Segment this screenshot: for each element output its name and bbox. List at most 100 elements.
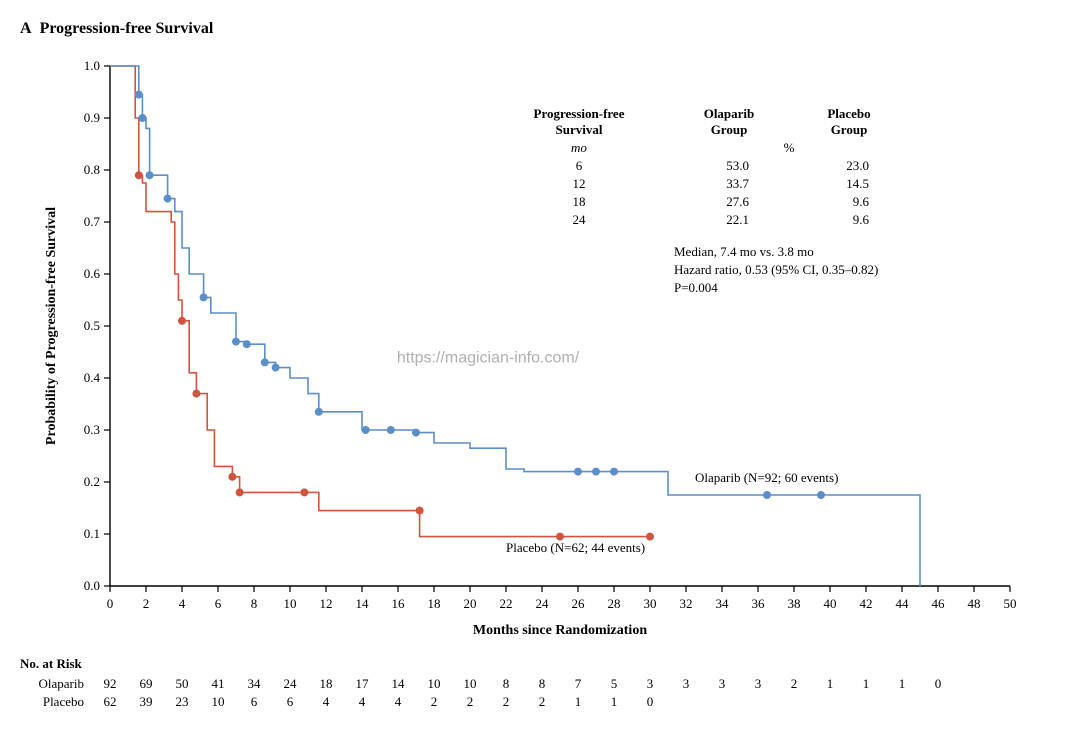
svg-text:6: 6 (251, 694, 258, 709)
panel-title-text: Progression-free Survival (40, 20, 214, 37)
placebo-censor-mark (646, 533, 654, 541)
olaparib-censor-mark (261, 358, 269, 366)
risk-svg: Olaparib92695041342418171410108875333321… (20, 674, 1060, 716)
placebo-censor-mark (300, 488, 308, 496)
svg-text:34: 34 (716, 596, 730, 611)
km-chart: 0.00.10.20.30.40.50.60.70.80.91.00246810… (20, 46, 1060, 646)
svg-text:6: 6 (287, 694, 294, 709)
panel-title: A Progression-free Survival (20, 20, 1060, 38)
olaparib-censor-mark (592, 468, 600, 476)
svg-text:22: 22 (500, 596, 513, 611)
svg-text:53.0: 53.0 (726, 158, 749, 173)
svg-text:8: 8 (503, 676, 510, 691)
olaparib-censor-mark (362, 426, 370, 434)
svg-text:12: 12 (320, 596, 333, 611)
svg-text:24: 24 (536, 596, 550, 611)
svg-text:10: 10 (212, 694, 225, 709)
placebo-censor-mark (135, 171, 143, 179)
svg-text:40: 40 (824, 596, 837, 611)
risk-table-title: No. at Risk (20, 656, 1060, 672)
svg-text:9.6: 9.6 (853, 194, 870, 209)
svg-text:12: 12 (573, 176, 586, 191)
olaparib-censor-mark (200, 293, 208, 301)
svg-text:0: 0 (935, 676, 942, 691)
svg-text:23: 23 (176, 694, 189, 709)
svg-text:28: 28 (608, 596, 621, 611)
olaparib-censor-mark (272, 364, 280, 372)
olaparib-censor-mark (574, 468, 582, 476)
svg-text:4: 4 (395, 694, 402, 709)
svg-text:1.0: 1.0 (84, 58, 100, 73)
svg-text:24: 24 (573, 212, 587, 227)
svg-text:8: 8 (539, 676, 546, 691)
svg-text:Hazard ratio, 0.53 (95% CI, 0.: Hazard ratio, 0.53 (95% CI, 0.35–0.82) (674, 262, 878, 277)
svg-text:%: % (784, 140, 795, 155)
svg-text:1: 1 (575, 694, 582, 709)
svg-text:10: 10 (428, 676, 441, 691)
placebo-censor-mark (228, 473, 236, 481)
svg-text:50: 50 (176, 676, 189, 691)
svg-text:2: 2 (143, 596, 150, 611)
svg-text:2: 2 (791, 676, 798, 691)
svg-text:16: 16 (392, 596, 406, 611)
svg-text:0.0: 0.0 (84, 578, 100, 593)
km-svg: 0.00.10.20.30.40.50.60.70.80.91.00246810… (20, 46, 1060, 646)
svg-text:8: 8 (251, 596, 258, 611)
svg-text:44: 44 (896, 596, 910, 611)
risk-table: No. at Risk Olaparib92695041342418171410… (20, 656, 1060, 716)
svg-text:20: 20 (464, 596, 477, 611)
svg-text:Median, 7.4 mo vs. 3.8 mo: Median, 7.4 mo vs. 3.8 mo (674, 244, 814, 259)
svg-text:17: 17 (356, 676, 370, 691)
svg-text:Placebo: Placebo (827, 106, 870, 121)
placebo-censor-mark (416, 507, 424, 515)
panel-letter: A (20, 20, 32, 37)
svg-text:33.7: 33.7 (726, 176, 749, 191)
svg-text:0.4: 0.4 (84, 370, 101, 385)
svg-text:0.6: 0.6 (84, 266, 101, 281)
svg-text:3: 3 (755, 676, 762, 691)
svg-text:2: 2 (467, 694, 474, 709)
svg-text:1: 1 (827, 676, 834, 691)
svg-text:9.6: 9.6 (853, 212, 870, 227)
svg-text:7: 7 (575, 676, 582, 691)
svg-text:Olaparib: Olaparib (39, 676, 84, 691)
svg-text:62: 62 (104, 694, 117, 709)
placebo-censor-mark (192, 390, 200, 398)
svg-text:32: 32 (680, 596, 693, 611)
svg-text:0.7: 0.7 (84, 214, 101, 229)
svg-text:P=0.004: P=0.004 (674, 280, 718, 295)
svg-text:Months since Randomization: Months since Randomization (473, 623, 647, 638)
placebo-censor-mark (236, 488, 244, 496)
svg-text:0.2: 0.2 (84, 474, 100, 489)
svg-text:0.3: 0.3 (84, 422, 100, 437)
svg-text:14: 14 (356, 596, 370, 611)
svg-text:14.5: 14.5 (846, 176, 869, 191)
svg-text:26: 26 (572, 596, 586, 611)
svg-text:Group: Group (831, 122, 868, 137)
olaparib-censor-mark (610, 468, 618, 476)
olaparib-series-label: Olaparib (N=92; 60 events) (695, 470, 838, 485)
svg-text:38: 38 (788, 596, 801, 611)
svg-text:0.9: 0.9 (84, 110, 100, 125)
svg-text:10: 10 (284, 596, 297, 611)
svg-text:69: 69 (140, 676, 153, 691)
olaparib-censor-mark (412, 429, 420, 437)
svg-text:4: 4 (323, 694, 330, 709)
olaparib-censor-mark (138, 114, 146, 122)
olaparib-censor-mark (146, 171, 154, 179)
svg-text:24: 24 (284, 676, 298, 691)
svg-text:36: 36 (752, 596, 766, 611)
svg-text:Group: Group (711, 122, 748, 137)
svg-text:27.6: 27.6 (726, 194, 749, 209)
svg-text:10: 10 (464, 676, 477, 691)
svg-text:23.0: 23.0 (846, 158, 869, 173)
svg-text:https://magician-info.com/: https://magician-info.com/ (397, 349, 580, 366)
svg-text:2: 2 (539, 694, 546, 709)
svg-text:92: 92 (104, 676, 117, 691)
svg-text:0: 0 (647, 694, 654, 709)
svg-text:Probability of Progression-fre: Probability of Progression-free Survival (44, 207, 59, 445)
svg-text:1: 1 (863, 676, 870, 691)
svg-text:18: 18 (573, 194, 586, 209)
svg-text:18: 18 (320, 676, 333, 691)
svg-text:0: 0 (107, 596, 114, 611)
